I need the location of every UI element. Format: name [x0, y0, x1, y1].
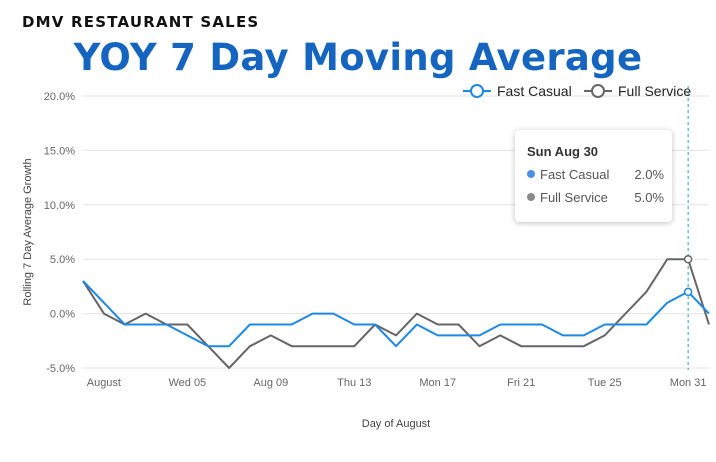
- highlight-point-full-service: [683, 254, 693, 264]
- x-tick-label: August: [87, 377, 121, 389]
- tooltip-series-name: Fast Casual: [540, 167, 610, 182]
- x-tick-label: Tue 25: [588, 377, 622, 389]
- tooltip-value: 2.0%: [634, 167, 664, 182]
- legend-item-full-service[interactable]: Full Service: [584, 83, 691, 99]
- x-tick-label: Aug 09: [253, 377, 288, 389]
- x-axis-label: Day of August: [362, 418, 431, 430]
- tooltip-date: Sun Aug 30: [527, 144, 599, 159]
- legend[interactable]: Fast Casual Full Service: [463, 83, 691, 99]
- series-line-full-service: [82, 258, 710, 369]
- legend-label: Full Service: [618, 83, 691, 99]
- x-axis-ticks: August Wed 05 Aug 09 Thu 13 Mon 17 Fri 21 Tue …: [87, 377, 707, 389]
- x-tick-label: Mon 31: [670, 377, 707, 389]
- y-tick-label: 20.0%: [44, 91, 75, 103]
- tooltip-value: 5.0%: [634, 190, 664, 205]
- series-lines: [82, 258, 710, 369]
- y-tick-label: 10.0%: [44, 200, 75, 212]
- legend-label: Fast Casual: [497, 83, 572, 99]
- x-tick-label: Fri 21: [507, 377, 535, 389]
- y-tick-label: -5.0%: [46, 363, 75, 375]
- tooltip-series-name: Full Service: [540, 190, 608, 205]
- tooltip-row-fast-casual: Fast Casual 2.0%: [527, 167, 664, 182]
- legend-item-fast-casual[interactable]: Fast Casual: [463, 83, 572, 99]
- series-line-fast-casual: [82, 280, 710, 348]
- legend-marker-icon: [591, 84, 605, 98]
- y-axis-ticks: 20.0% 15.0% 10.0% 5.0% 0.0% -5.0%: [44, 91, 75, 375]
- chart-kicker: DMV RESTAURANT SALES: [22, 13, 260, 31]
- chart-title: YOY 7 Day Moving Average: [73, 36, 643, 79]
- highlight-markers: [683, 254, 693, 297]
- y-tick-label: 5.0%: [50, 254, 75, 266]
- hover-tooltip: Sun Aug 30 Fast Casual 2.0% Full Service…: [515, 130, 672, 222]
- full-service-dot-icon: [527, 193, 535, 201]
- highlight-point-fast-casual: [683, 287, 693, 297]
- x-tick-label: Wed 05: [168, 377, 206, 389]
- y-axis-label: Rolling 7 Day Average Growth: [22, 158, 34, 305]
- tooltip-row-full-service: Full Service 5.0%: [527, 190, 664, 205]
- x-tick-label: Thu 13: [337, 377, 371, 389]
- y-tick-label: 15.0%: [44, 145, 75, 157]
- y-tick-label: 0.0%: [50, 309, 75, 321]
- fast-casual-dot-icon: [527, 170, 535, 178]
- legend-marker-icon: [470, 84, 484, 98]
- x-tick-label: Mon 17: [419, 377, 456, 389]
